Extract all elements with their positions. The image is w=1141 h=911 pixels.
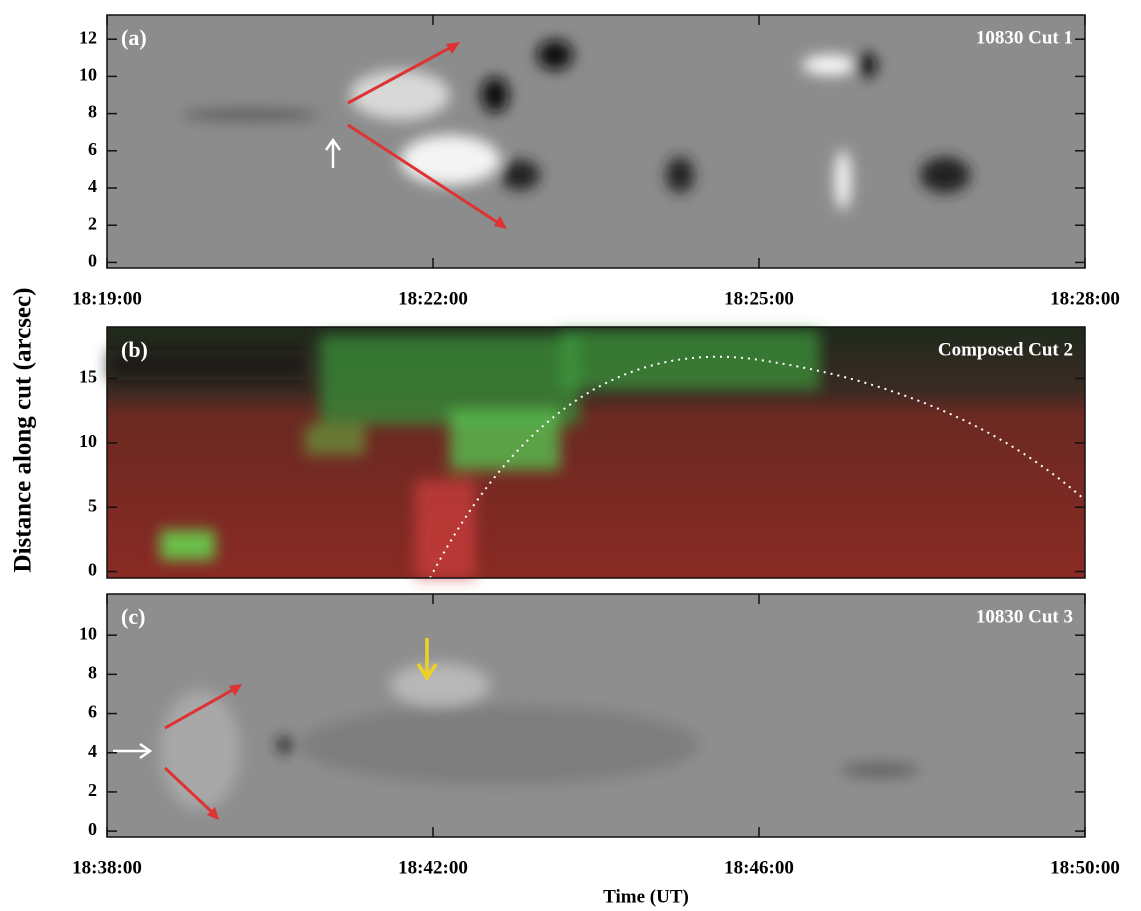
x-tick-label: 18:25:00 bbox=[724, 288, 794, 309]
panel-label: (b) bbox=[121, 337, 148, 362]
x-axis-label: Time (UT) bbox=[603, 886, 689, 907]
panel-a-image bbox=[107, 15, 1085, 268]
y-tick-label: 15 bbox=[79, 367, 97, 387]
x-tick-label: 18:50:00 bbox=[1050, 857, 1120, 878]
y-tick-label: 5 bbox=[88, 495, 97, 515]
panel-c-image bbox=[107, 594, 1085, 837]
y-tick-label: 6 bbox=[88, 702, 97, 722]
panel-title: 10830 Cut 3 bbox=[976, 606, 1073, 627]
panel-b-image bbox=[107, 327, 1085, 578]
y-tick-label: 10 bbox=[79, 65, 97, 85]
y-tick-label: 2 bbox=[88, 213, 97, 233]
panel-title: 10830 Cut 1 bbox=[976, 27, 1073, 48]
y-tick-label: 8 bbox=[88, 662, 97, 682]
y-tick-label: 0 bbox=[88, 560, 97, 580]
y-axis-label: Distance along cut (arcsec) bbox=[10, 288, 37, 573]
y-tick-label: 8 bbox=[88, 102, 97, 122]
y-tick-label: 0 bbox=[88, 819, 97, 839]
y-tick-label: 4 bbox=[88, 741, 97, 761]
x-tick-label: 18:38:00 bbox=[72, 857, 142, 878]
x-tick-label: 18:46:00 bbox=[724, 857, 794, 878]
y-tick-label: 12 bbox=[79, 27, 97, 47]
panel-label: (c) bbox=[121, 604, 145, 629]
y-tick-label: 0 bbox=[88, 251, 97, 271]
panel-title: Composed Cut 2 bbox=[938, 339, 1073, 360]
y-tick-label: 10 bbox=[79, 431, 97, 451]
y-tick-label: 2 bbox=[88, 780, 97, 800]
y-tick-label: 4 bbox=[88, 176, 97, 196]
panel-label: (a) bbox=[121, 25, 147, 50]
y-tick-label: 10 bbox=[79, 623, 97, 643]
figure: 0 2 4 6 8 10 12 18:19:00 18:22:00 18:25:00 18:28:0… bbox=[0, 0, 1141, 911]
x-tick-label: 18:28:00 bbox=[1050, 288, 1120, 309]
x-tick-label: 18:42:00 bbox=[398, 857, 468, 878]
x-tick-label: 18:19:00 bbox=[72, 288, 142, 309]
x-tick-label: 18:22:00 bbox=[398, 288, 468, 309]
y-tick-label: 6 bbox=[88, 139, 97, 159]
